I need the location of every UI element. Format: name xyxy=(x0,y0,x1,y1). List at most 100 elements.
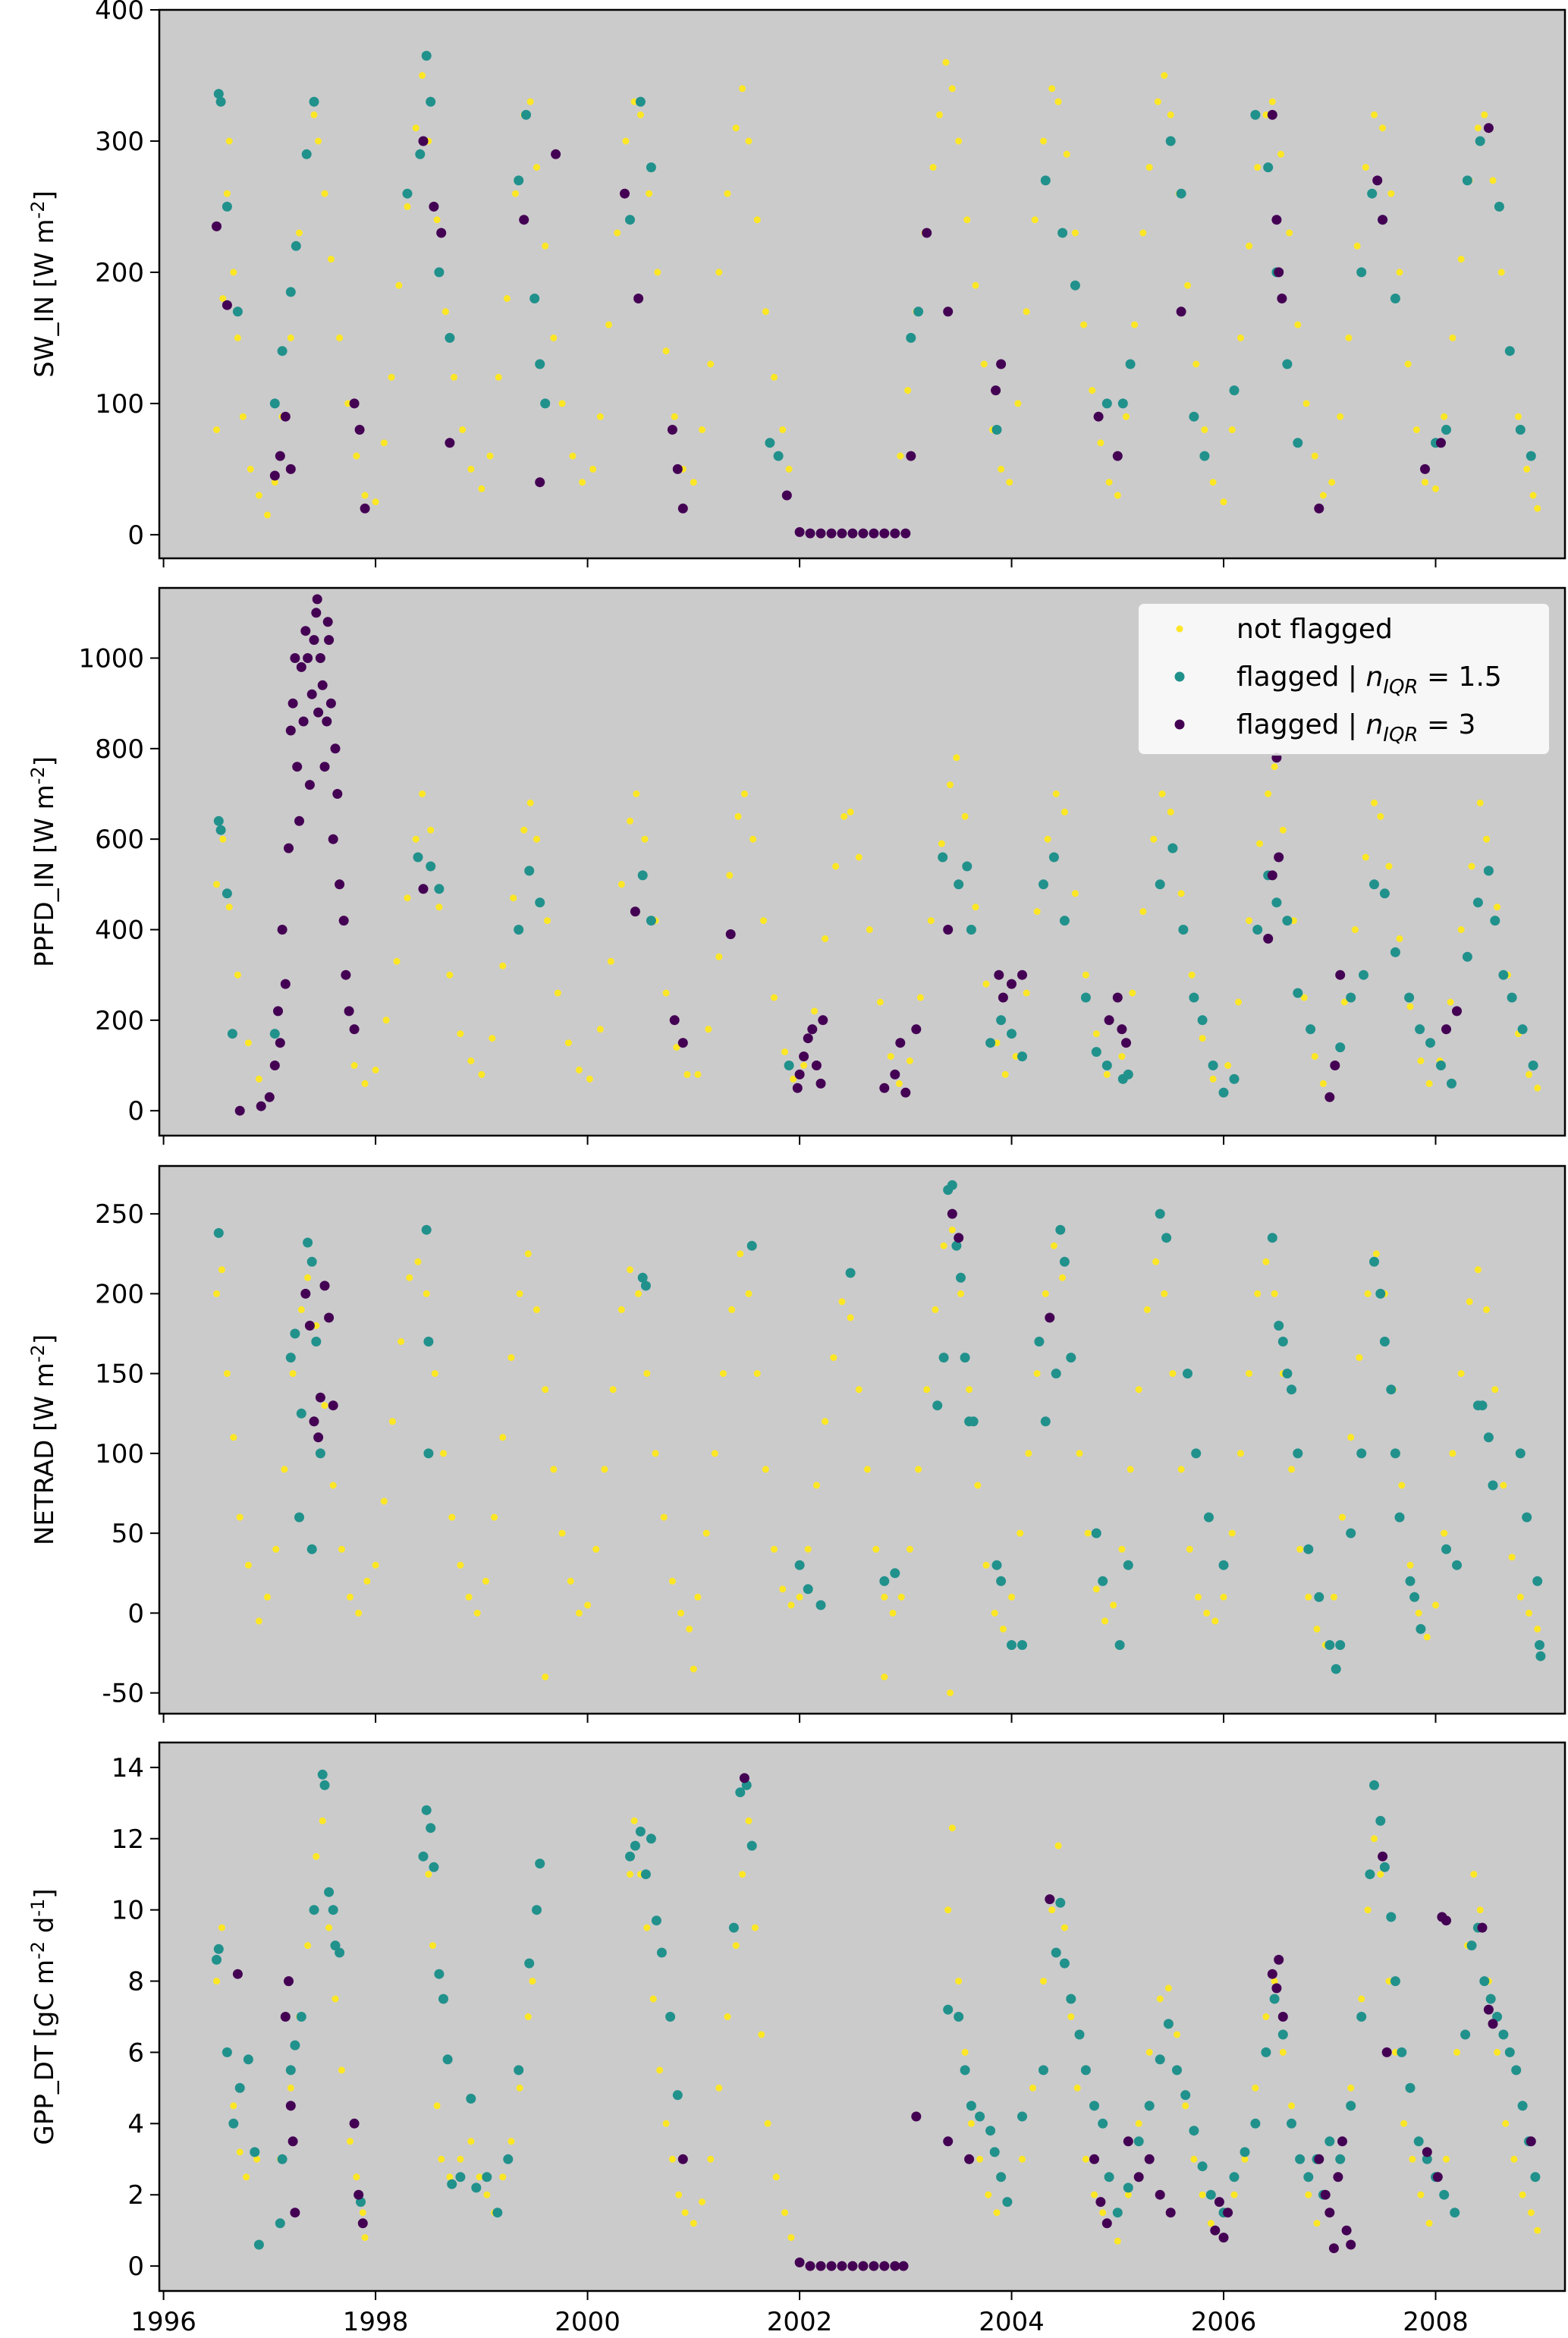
y-label-text: ] xyxy=(30,1334,60,1344)
data-point xyxy=(1017,1640,1027,1650)
data-point xyxy=(800,1062,808,1069)
data-points xyxy=(212,51,1541,539)
data-point xyxy=(550,334,558,341)
data-point xyxy=(1154,98,1161,105)
data-point xyxy=(1346,2239,1356,2250)
data-point xyxy=(985,2126,996,2136)
data-point xyxy=(592,1545,600,1553)
data-point xyxy=(1135,1386,1142,1394)
data-point xyxy=(402,188,413,199)
data-point xyxy=(412,124,419,132)
data-point xyxy=(322,716,332,727)
data-point xyxy=(640,1869,651,1880)
series-not_flagged xyxy=(213,58,1541,519)
data-point xyxy=(1356,267,1367,278)
data-point xyxy=(388,1418,396,1425)
data-point xyxy=(225,903,233,911)
data-point xyxy=(739,1871,746,1878)
data-point xyxy=(1346,1528,1356,1538)
data-point xyxy=(1114,1640,1125,1650)
y-tick-label: 8 xyxy=(127,1967,144,1997)
data-point xyxy=(1091,1528,1101,1538)
data-point xyxy=(830,1354,837,1362)
data-point xyxy=(535,477,545,488)
data-point xyxy=(516,1290,523,1297)
data-point xyxy=(1405,1576,1416,1586)
data-point xyxy=(625,1851,635,1862)
data-point xyxy=(1320,2189,1331,2200)
data-point xyxy=(1054,1842,1062,1849)
legend-box xyxy=(1137,602,1551,756)
data-point xyxy=(1324,2208,1335,2218)
data-point xyxy=(1488,1480,1498,1491)
data-point xyxy=(1274,267,1284,278)
data-point xyxy=(1061,1924,1068,1931)
data-point xyxy=(998,992,1008,1003)
data-point xyxy=(781,1048,788,1056)
data-point xyxy=(1271,1978,1278,1985)
data-point xyxy=(1017,1051,1027,1062)
data-point xyxy=(683,1070,691,1078)
data-point xyxy=(879,1576,890,1586)
data-point xyxy=(298,716,309,727)
data-point xyxy=(1210,2225,1221,2236)
data-point xyxy=(1265,790,1272,797)
y-tick-label: 1000 xyxy=(78,643,144,674)
data-point xyxy=(281,1466,288,1473)
data-point xyxy=(1042,1290,1049,1297)
data-point xyxy=(1290,917,1297,925)
data-point xyxy=(1441,1544,1451,1554)
data-point xyxy=(1125,359,1136,369)
series-flag_15 xyxy=(213,1180,1546,1674)
data-point xyxy=(1017,2111,1027,2122)
data-point xyxy=(662,989,670,997)
data-point xyxy=(526,98,534,105)
data-points xyxy=(213,594,1541,1116)
data-point xyxy=(304,1942,312,1950)
data-point xyxy=(349,398,360,409)
data-point xyxy=(445,438,455,448)
data-point xyxy=(535,897,545,908)
data-point xyxy=(1029,2084,1036,2091)
data-point xyxy=(866,926,873,933)
data-point xyxy=(637,1272,648,1283)
data-point xyxy=(794,1560,805,1570)
data-point xyxy=(230,1434,237,1441)
data-point xyxy=(675,2191,683,2198)
data-point xyxy=(943,306,954,317)
data-point xyxy=(822,1418,829,1425)
data-point xyxy=(947,1689,954,1697)
data-point xyxy=(625,215,635,225)
data-point xyxy=(996,2172,1007,2182)
data-point xyxy=(222,201,232,212)
data-point xyxy=(1515,413,1522,420)
data-point xyxy=(264,1593,271,1601)
data-point xyxy=(280,2012,291,2022)
data-point xyxy=(662,2120,670,2127)
data-point xyxy=(1123,1069,1133,1079)
series-flag_15 xyxy=(213,815,1538,1098)
data-point xyxy=(438,1994,448,2004)
y-tick-label: 200 xyxy=(95,258,144,288)
data-point xyxy=(285,287,296,297)
plot-frame xyxy=(158,8,1566,560)
data-point xyxy=(1303,2172,1314,2182)
data-point xyxy=(1535,1651,1546,1661)
y-tick-label: 0 xyxy=(127,1598,144,1629)
data-point xyxy=(1378,1851,1388,1862)
data-point xyxy=(1176,306,1186,317)
data-point xyxy=(957,1290,964,1297)
data-point xyxy=(253,2239,264,2250)
data-point xyxy=(542,1386,549,1394)
legend-label-not_flagged: not flagged xyxy=(1236,614,1393,645)
legend-text: flagged | xyxy=(1236,709,1365,740)
data-point xyxy=(1515,1448,1526,1459)
data-point xyxy=(1192,360,1200,368)
data-point xyxy=(637,870,648,881)
data-point xyxy=(1241,2155,1249,2163)
y-tick-label: 200 xyxy=(95,1006,144,1036)
y-tick-label: 150 xyxy=(95,1359,144,1390)
data-point xyxy=(938,1353,949,1363)
data-point xyxy=(234,1105,245,1116)
